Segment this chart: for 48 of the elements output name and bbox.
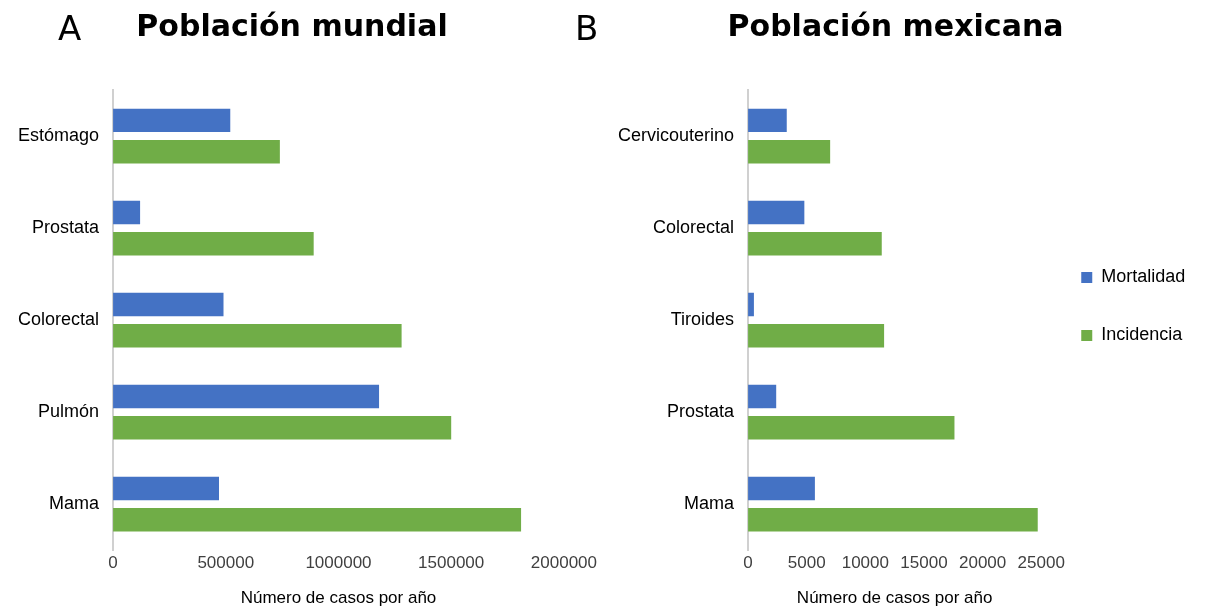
y-tick-label: Prostata: [667, 401, 736, 422]
bar: [113, 508, 522, 532]
y-tick-label: Prostata: [32, 217, 101, 238]
x-tick-label: 5000: [787, 553, 826, 573]
x-tick-label: 0: [108, 553, 118, 573]
bar: [748, 200, 805, 225]
y-tick-label: Tiroides: [670, 309, 735, 330]
bar: [113, 416, 452, 440]
y-tick-label: Colorectal: [653, 217, 735, 238]
x-tick-label: 500000: [197, 553, 255, 573]
bar: [748, 108, 787, 133]
y-tick-label: Estómago: [18, 124, 100, 145]
x-tick-label: 25000: [1017, 553, 1065, 573]
bar: [748, 139, 831, 164]
bar: [113, 231, 314, 256]
bar: [113, 384, 380, 409]
y-tick-label: Cervicouterino: [617, 124, 735, 145]
x-tick-label: 2000000: [530, 553, 597, 573]
y-tick-label: Mama: [684, 493, 736, 514]
x-tick-label: 10000: [841, 553, 889, 573]
bar: [113, 139, 280, 164]
x-tick-label: 15000: [900, 553, 948, 573]
bar: [748, 508, 1038, 532]
legend-label: Incidencia: [1101, 324, 1184, 345]
text: B: [575, 8, 599, 48]
chart-title: Población mundial: [136, 7, 448, 43]
bar: [113, 108, 231, 133]
bar: [748, 324, 885, 348]
legend-label: Mortalidad: [1101, 266, 1186, 287]
x-tick-label: 20000: [958, 553, 1007, 573]
x-axis-title: Número de casos por año: [240, 588, 437, 608]
text: A: [58, 8, 82, 48]
y-tick-label: Pulmón: [38, 401, 100, 422]
bar: [748, 476, 815, 501]
bar: [113, 200, 141, 225]
x-tick-label: 1000000: [305, 553, 372, 573]
y-tick-label: Colorectal: [18, 309, 100, 330]
x-tick-label: 0: [743, 553, 753, 573]
bar: [748, 231, 882, 256]
bar: [113, 292, 224, 317]
bar: [748, 384, 777, 409]
x-axis-title: Número de casos por año: [796, 588, 993, 608]
bar: [748, 416, 955, 440]
bar: [113, 324, 402, 348]
bar: [113, 476, 219, 501]
x-tick-label: 1500000: [418, 553, 485, 573]
chart-title: Población mexicana: [727, 7, 1064, 43]
y-tick-label: Mama: [49, 493, 101, 514]
